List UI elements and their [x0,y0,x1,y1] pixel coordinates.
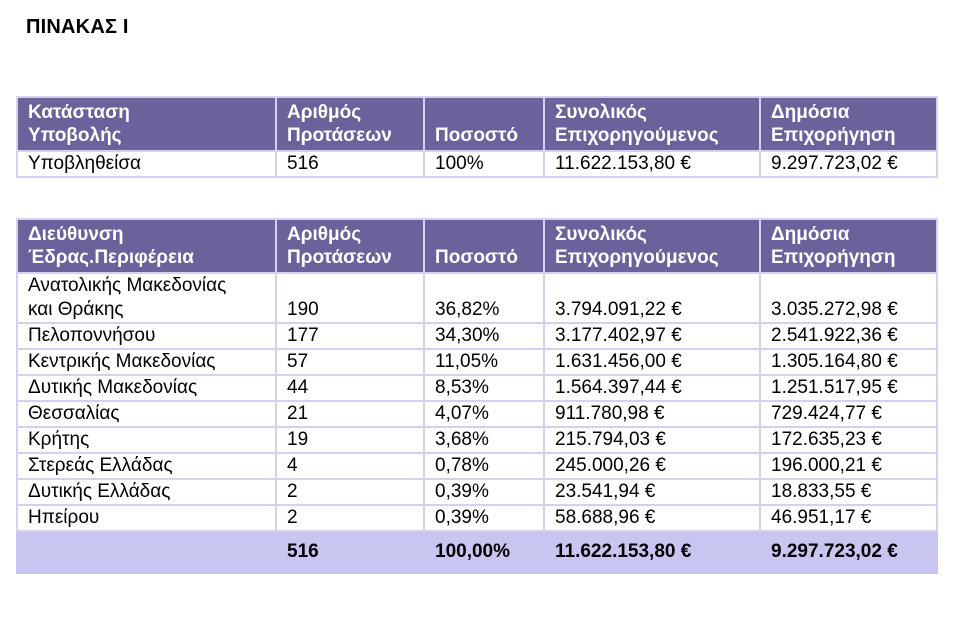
cell-public-subsidy: 9.297.723,02 € [759,150,938,178]
cell-count: 57 [275,348,425,376]
cell-status: Υποβληθείσα [16,150,277,178]
cell-region: Κρήτης [16,426,277,454]
cell-percentage: 4,07% [423,400,545,428]
cell-public-subsidy: 729.424,77 € [759,400,938,428]
header-total-subsidized: Συνολικός Επιχορηγούμενος [543,96,761,152]
cell-total-subsidized: 215.794,03 € [543,426,761,454]
cell-region: Στερεάς Ελλάδας [16,452,277,480]
cell-count: 177 [275,322,425,350]
cell-count: 19 [275,426,425,454]
cell-region: Δυτικής Ελλάδας [16,478,277,506]
cell-total-subsidized: 23.541,94 € [543,478,761,506]
region-breakdown-table: Διεύθυνση Έδρας.Περιφέρεια Αριθμός Προτάσε… [16,218,938,574]
cell-count: 2 [275,478,425,506]
cell-percentage: 100% [423,150,545,178]
header-proposal-count: Αριθμός Προτάσεων [275,218,425,274]
submission-status-table: Κατάσταση Υποβολής Αριθμός Προτάσεων Ποσοσ… [16,96,938,178]
cell-region: Κεντρικής Μακεδονίας [16,348,277,376]
header-region: Διεύθυνση Έδρας.Περιφέρεια [16,218,277,274]
cell-percentage: 3,68% [423,426,545,454]
table-row: Δυτικής Ελλάδας 2 0,39% 23.541,94 €18.833,5… [16,478,938,506]
table-row: Υποβληθείσα 516 100% 11.622.153,80 € 9.2… [16,150,938,178]
cell-count: 4 [275,452,425,480]
table-row: Δυτικής Μακεδονίας 44 8,53% 1.564.397,44 €1… [16,374,938,402]
cell-public-subsidy: 172.635,23 € [759,426,938,454]
header-public-subsidy: Δημόσια Επιχορήγηση [759,96,938,152]
cell-percentage: 11,05% [423,348,545,376]
total-public-subsidy: 9.297.723,02 € [759,530,938,574]
cell-percentage: 8,53% [423,374,545,402]
header-public-subsidy: Δημόσια Επιχορήγηση [759,218,938,274]
cell-count: 21 [275,400,425,428]
total-row: 516 100,00% 11.622.153,80 € 9.297.723,02… [16,530,938,574]
header-percentage: Ποσοστό [423,96,545,152]
cell-public-subsidy: 196.000,21 € [759,452,938,480]
header-submission-status: Κατάσταση Υποβολής [16,96,277,152]
table-header-row: Διεύθυνση Έδρας.Περιφέρεια Αριθμός Προτάσε… [16,218,938,274]
cell-total-subsidized: 3.794.091,22 € [543,272,761,324]
cell-total-subsidized: 11.622.153,80 € [543,150,761,178]
cell-total-subsidized: 58.688,96 € [543,504,761,532]
cell-count: 2 [275,504,425,532]
cell-public-subsidy: 1.305.164,80 € [759,348,938,376]
cell-total-subsidized: 1.564.397,44 € [543,374,761,402]
cell-count: 190 [275,272,425,324]
cell-total-subsidized: 3.177.402,97 € [543,322,761,350]
table-row: Κεντρικής Μακεδονίας 57 11,05% 1.631.456,00… [16,348,938,376]
table-row: Θεσσαλίας 21 4,07% 911.780,98 €729.424,77 € [16,400,938,428]
cell-public-subsidy: 46.951,17 € [759,504,938,532]
page-title: ΠΙΝΑΚΑΣ Ι [26,16,129,38]
cell-public-subsidy: 2.541.922,36 € [759,322,938,350]
total-percentage: 100,00% [423,530,545,574]
cell-percentage: 0,78% [423,452,545,480]
cell-count: 516 [275,150,425,178]
cell-public-subsidy: 3.035.272,98 € [759,272,938,324]
cell-percentage: 34,30% [423,322,545,350]
table-row: Ηπείρου 2 0,39% 58.688,96 €46.951,17 € [16,504,938,532]
cell-region: Ηπείρου [16,504,277,532]
cell-total-subsidized: 1.631.456,00 € [543,348,761,376]
table-row: Ανατολικής Μακεδονίας και Θράκης 190 36,82%… [16,272,938,324]
cell-total-subsidized: 911.780,98 € [543,400,761,428]
table-row: Στερεάς Ελλάδας 4 0,78% 245.000,26 €196.000… [16,452,938,480]
header-total-subsidized: Συνολικός Επιχορηγούμενος [543,218,761,274]
cell-public-subsidy: 18.833,55 € [759,478,938,506]
table-row: Κρήτης 19 3,68% 215.794,03 €172.635,23 € [16,426,938,454]
total-count: 516 [275,530,425,574]
cell-region: Ανατολικής Μακεδονίας και Θράκης [16,272,277,324]
cell-percentage: 0,39% [423,504,545,532]
cell-region: Θεσσαλίας [16,400,277,428]
cell-public-subsidy: 1.251.517,95 € [759,374,938,402]
cell-region: Δυτικής Μακεδονίας [16,374,277,402]
cell-percentage: 36,82% [423,272,545,324]
cell-percentage: 0,39% [423,478,545,506]
header-proposal-count: Αριθμός Προτάσεων [275,96,425,152]
cell-total-subsidized: 245.000,26 € [543,452,761,480]
cell-region: Πελοποννήσου [16,322,277,350]
header-percentage: Ποσοστό [423,218,545,274]
cell-count: 44 [275,374,425,402]
total-label [16,530,277,574]
table-row: Πελοποννήσου 177 34,30% 3.177.402,97 €2.541… [16,322,938,350]
table-header-row: Κατάσταση Υποβολής Αριθμός Προτάσεων Ποσοσ… [16,96,938,152]
total-subsidized: 11.622.153,80 € [543,530,761,574]
